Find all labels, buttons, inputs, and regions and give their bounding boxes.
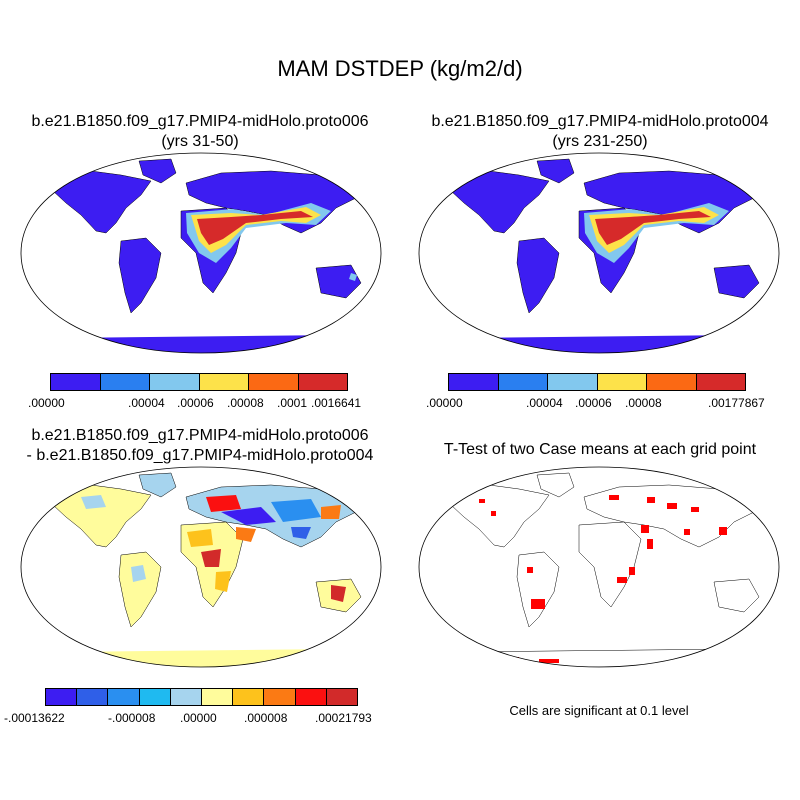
colorbar-diff-swatch-2 bbox=[108, 689, 140, 705]
colorbar-diff-swatch-8 bbox=[295, 689, 327, 705]
colorbar-case1-swatch-3 bbox=[199, 374, 249, 390]
land-greenland bbox=[138, 472, 177, 498]
significance-note: Cells are significant at 0.1 level bbox=[509, 703, 689, 718]
colorbar-diff-swatch-7 bbox=[264, 689, 296, 705]
land-eurasia bbox=[583, 484, 755, 548]
map-ttest bbox=[418, 466, 780, 668]
colorbar-diff-swatch-1 bbox=[77, 689, 109, 705]
cbar3-label-0: -.00013622 bbox=[4, 711, 65, 725]
panel2-title-line2: (yrs 231-250) bbox=[552, 133, 648, 150]
land-greenland bbox=[536, 158, 575, 184]
land-south-america bbox=[516, 237, 560, 314]
land-south-america bbox=[118, 237, 162, 314]
panel1-title-line2: (yrs 31-50) bbox=[161, 133, 239, 150]
colorbar-case2-swatch-0 bbox=[449, 374, 499, 390]
colorbar-difference bbox=[45, 688, 358, 706]
land-australia bbox=[315, 264, 362, 299]
colorbar-case2-swatch-5 bbox=[696, 374, 745, 390]
colorbar-diff-swatch-5 bbox=[202, 689, 234, 705]
land-greenland bbox=[138, 158, 177, 184]
colorbar-case1 bbox=[50, 373, 348, 391]
cbar2-label-1: .00004 bbox=[526, 396, 563, 410]
map-case1 bbox=[20, 152, 382, 354]
colorbar-diff-swatch-4 bbox=[170, 689, 203, 705]
land-australia bbox=[713, 578, 760, 613]
cbar3-label-4: .00021793 bbox=[315, 711, 372, 725]
cbar1-label-4: .0001 bbox=[277, 396, 308, 410]
land-north-america bbox=[450, 484, 550, 548]
colorbar-case2-swatch-3 bbox=[597, 374, 647, 390]
panel3-title: b.e21.B1850.f09_g17.PMIP4-midHolo.proto0… bbox=[5, 426, 395, 466]
panel2-title: b.e21.B1850.f09_g17.PMIP4-midHolo.proto0… bbox=[405, 112, 795, 152]
panel1-title-line1: b.e21.B1850.f09_g17.PMIP4-midHolo.proto0… bbox=[31, 113, 369, 130]
colorbar-case1-swatch-2 bbox=[150, 374, 200, 390]
colorbar-case1-swatch-0 bbox=[51, 374, 101, 390]
land-south-america bbox=[118, 551, 162, 628]
map-difference bbox=[20, 466, 382, 668]
colorbar-case1-swatch-1 bbox=[100, 374, 150, 390]
figure-title: MAM DSTDEP (kg/m2/d) bbox=[277, 56, 523, 81]
cbar3-label-1: -.000008 bbox=[108, 711, 156, 725]
cbar2-label-3: .00008 bbox=[625, 396, 662, 410]
cbar2-label-2: .00006 bbox=[575, 396, 612, 410]
panel4-title-line1: T-Test of two Case means at each grid po… bbox=[443, 441, 757, 458]
cbar2-label-0: .00000 bbox=[426, 396, 463, 410]
panel3-title-line1: b.e21.B1850.f09_g17.PMIP4-midHolo.proto0… bbox=[31, 427, 369, 444]
colorbar-diff-swatch-3 bbox=[139, 689, 171, 705]
land-greenland bbox=[536, 472, 575, 498]
land-north-america bbox=[450, 170, 550, 234]
panel3-title-line2: - b.e21.B1850.f09_g17.PMIP4-midHolo.prot… bbox=[26, 447, 374, 464]
cbar1-label-1: .00004 bbox=[128, 396, 165, 410]
land-africa bbox=[578, 521, 642, 608]
colorbar-case2-swatch-4 bbox=[647, 374, 697, 390]
cbar1-label-2: .00006 bbox=[177, 396, 214, 410]
colorbar-case1-swatch-4 bbox=[249, 374, 299, 390]
colorbar-diff-swatch-6 bbox=[233, 689, 265, 705]
land-antarctica bbox=[449, 335, 749, 353]
land-antarctica bbox=[448, 648, 750, 667]
land-north-america bbox=[52, 484, 152, 548]
cbar1-label-3: .00008 bbox=[227, 396, 264, 410]
cbar1-label-0: .00000 bbox=[28, 396, 65, 410]
map-case2 bbox=[418, 152, 780, 354]
panel2-title-line1: b.e21.B1850.f09_g17.PMIP4-midHolo.proto0… bbox=[431, 113, 769, 130]
colorbar-case2-swatch-1 bbox=[498, 374, 548, 390]
cbar3-label-3: .000008 bbox=[244, 711, 288, 725]
colorbar-case1-swatch-5 bbox=[298, 374, 347, 390]
land-australia bbox=[713, 264, 760, 299]
panel1-title: b.e21.B1850.f09_g17.PMIP4-midHolo.proto0… bbox=[5, 112, 395, 152]
cbar2-label-4: .00177867 bbox=[708, 396, 765, 410]
colorbar-diff-swatch-0 bbox=[46, 689, 78, 705]
land-antarctica bbox=[51, 649, 351, 667]
cbar3-label-2: .00000 bbox=[180, 711, 217, 725]
cbar1-label-5: .0016641 bbox=[311, 396, 362, 410]
colorbar-case2 bbox=[448, 373, 746, 391]
land-antarctica bbox=[51, 335, 351, 353]
colorbar-case2-swatch-2 bbox=[548, 374, 598, 390]
colorbar-diff-swatch-9 bbox=[326, 689, 358, 705]
land-north-america bbox=[52, 170, 152, 234]
panel4-title: T-Test of two Case means at each grid po… bbox=[405, 440, 795, 460]
